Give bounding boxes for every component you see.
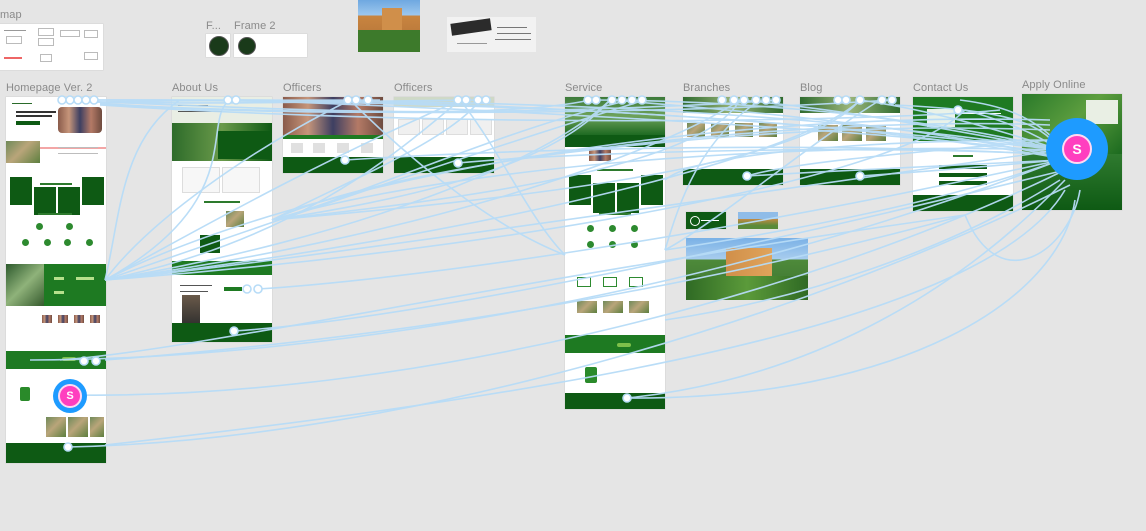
collaborator-avatar-large[interactable]: S (1046, 118, 1108, 180)
collaborator-avatar-small[interactable]: S (53, 379, 87, 413)
frame-about-us[interactable] (172, 97, 272, 342)
frame-label-frame2[interactable]: Frame 2 (234, 20, 276, 32)
frame-f[interactable] (206, 34, 230, 57)
frame-officers-1[interactable] (283, 97, 383, 173)
frame-label-contact[interactable]: Contact Us (913, 82, 969, 94)
frame-sitemap[interactable] (0, 24, 103, 70)
frame-contact-us[interactable] (913, 97, 1013, 211)
frame-blog[interactable] (800, 97, 900, 185)
frame-label-f[interactable]: F... (206, 20, 222, 32)
frame-label-apply[interactable]: Apply Online (1022, 79, 1086, 91)
frame-label-sitemap[interactable]: map (0, 9, 22, 21)
frame-branches[interactable] (683, 97, 783, 185)
building-thumb-small[interactable] (738, 212, 778, 229)
frame-logo-badge[interactable] (686, 212, 726, 229)
frame-label-officers-2[interactable]: Officers (394, 82, 433, 94)
frame-homepage[interactable] (6, 97, 106, 463)
frame-label-service[interactable]: Service (565, 82, 603, 94)
frame-service[interactable] (565, 97, 665, 409)
frame-officers-2[interactable] (394, 97, 494, 173)
frame-label-homepage[interactable]: Homepage Ver. 2 (6, 82, 93, 94)
building-photo-large[interactable] (686, 238, 808, 300)
frame-label-blog[interactable]: Blog (800, 82, 823, 94)
frame-2[interactable] (234, 34, 307, 57)
collaborator-initial-icon: S (1062, 134, 1092, 164)
frame-label-about[interactable]: About Us (172, 82, 219, 94)
building-photo-thumb[interactable] (358, 0, 420, 52)
payment-document-thumb[interactable] (447, 17, 536, 52)
frame-label-officers-1[interactable]: Officers (283, 82, 322, 94)
frame-label-branches[interactable]: Branches (683, 82, 731, 94)
collaborator-initial-icon-small: S (58, 384, 82, 408)
